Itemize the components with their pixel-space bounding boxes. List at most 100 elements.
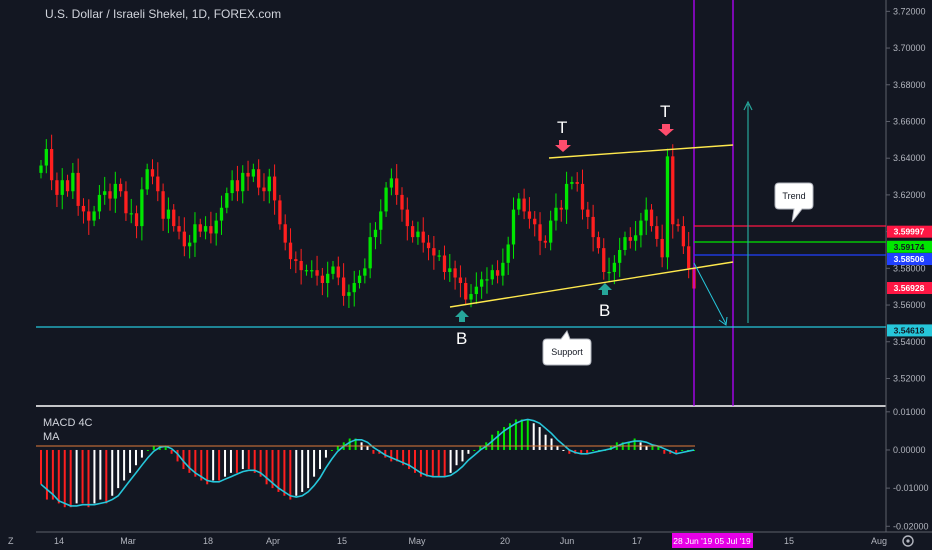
candle (517, 193, 521, 216)
support-callout[interactable]: Support (542, 329, 592, 366)
candle-body (150, 169, 155, 177)
candle (570, 176, 574, 190)
macd-bar (313, 449, 316, 477)
candle (267, 168, 271, 204)
candle (575, 172, 579, 192)
candle (618, 237, 622, 278)
macd-bar (241, 449, 244, 470)
candle (182, 217, 186, 257)
macd-tick-label: -0.02000 (893, 521, 929, 531)
candle-body (140, 189, 144, 227)
price-tag[interactable]: 3.56928 (887, 282, 932, 295)
price-tag-box (887, 240, 932, 253)
candle (283, 214, 287, 251)
top-arrow-right (658, 124, 674, 136)
price-tick-label: 3.56000 (893, 300, 926, 310)
wedge-lower-trendline[interactable] (449, 261, 734, 308)
candle-body (495, 270, 500, 276)
candle (326, 261, 330, 298)
wedge-upper-trendline[interactable] (548, 144, 734, 159)
candle-body (655, 226, 659, 239)
time-axis-labels[interactable]: 14 Mar 18 Apr 15 May 20 Jun 17 15 Aug (54, 536, 887, 546)
candle-body (596, 237, 601, 249)
candle-body (442, 255, 447, 272)
price-tag[interactable]: 3.59997 (887, 225, 932, 238)
candle (527, 197, 532, 229)
candle-body (469, 294, 473, 300)
candle-body (315, 270, 319, 276)
price-tag[interactable]: 3.54618 (887, 324, 932, 337)
candle (315, 255, 319, 286)
candle (681, 216, 686, 255)
macd-bar (491, 434, 494, 450)
candle (288, 228, 293, 270)
candle (347, 284, 351, 308)
candle (188, 234, 192, 259)
candle (113, 171, 117, 213)
candle-body (479, 279, 484, 287)
price-tag[interactable]: 3.58506 (887, 253, 932, 266)
candle (336, 256, 340, 286)
macd-bar (75, 449, 78, 504)
trend-callout[interactable]: Trend (774, 182, 814, 223)
macd-bar (81, 449, 84, 504)
bottom-label-right: B (599, 301, 610, 320)
macd-bar (580, 449, 583, 454)
macd-bar (170, 449, 173, 454)
projection-arrow[interactable] (693, 262, 727, 325)
candle-body (251, 169, 256, 177)
price-tags[interactable]: 3.59997 3.59174 3.58506 3.56928 3.54618 (887, 225, 932, 337)
macd-bar (212, 449, 215, 481)
macd-bar (265, 449, 268, 485)
candle-body (230, 180, 234, 194)
macd-bar (140, 449, 143, 458)
candle (389, 168, 394, 196)
price-tick-label: 3.68000 (893, 80, 926, 90)
candle (564, 171, 569, 224)
macd-bar (348, 438, 351, 450)
candle-body (607, 272, 611, 274)
candle (65, 174, 70, 197)
candle (172, 204, 176, 232)
candle (134, 205, 139, 239)
candle-body (44, 149, 48, 166)
macd-axis-ticks[interactable]: 0.01000 0.00000 -0.01000 -0.02000 (886, 407, 929, 531)
macd-bar (520, 419, 523, 450)
top-label-left: T (557, 118, 567, 137)
candle (448, 254, 452, 282)
candle-body (166, 209, 171, 219)
macd-bar (188, 449, 191, 473)
candlestick-series (39, 134, 696, 308)
macd-bar (681, 449, 684, 451)
macd-bar (277, 449, 280, 492)
macd-bar (87, 449, 90, 508)
macd-bar (437, 449, 440, 477)
candle-body (379, 211, 383, 230)
candle-body (501, 262, 505, 276)
timezone-icon[interactable]: Z (8, 536, 14, 546)
macd-bar (283, 449, 286, 496)
candle-body (368, 237, 372, 269)
candle (607, 257, 611, 282)
settings-gear-icon[interactable] (902, 535, 914, 547)
candle-body (363, 268, 367, 276)
time-axis-label: 15 (784, 536, 794, 546)
macd-tick-label: -0.01000 (893, 483, 929, 493)
macd-bar (51, 449, 54, 500)
candle-body (283, 224, 287, 243)
macd-bar (657, 446, 660, 450)
candle-body (241, 172, 245, 192)
macd-bar (550, 438, 553, 450)
macd-bar (514, 419, 517, 450)
candle-body (432, 248, 436, 256)
price-tag[interactable]: 3.59174 (887, 240, 932, 253)
candle-body (389, 178, 394, 188)
top-arrow-left (555, 140, 571, 152)
time-range-tag[interactable]: 28 Jun '19 05 Jul '19 (672, 533, 753, 548)
time-axis-label: 17 (632, 536, 642, 546)
candle-body (676, 224, 680, 227)
candle (108, 183, 112, 211)
candle (655, 216, 659, 247)
macd-bar (467, 449, 470, 454)
